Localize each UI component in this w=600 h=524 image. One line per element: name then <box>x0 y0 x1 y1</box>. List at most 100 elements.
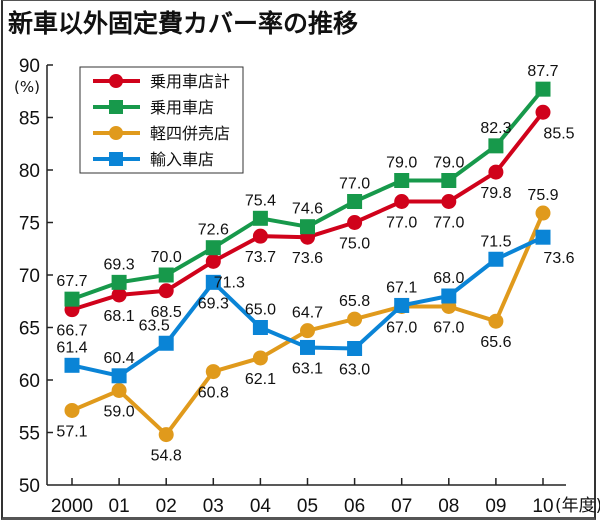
data-label: 65.0 <box>245 302 276 319</box>
data-label: 66.7 <box>56 323 87 340</box>
data-point <box>535 81 551 97</box>
data-point <box>347 311 363 327</box>
data-label: 69.3 <box>198 295 229 312</box>
data-label: 62.1 <box>245 371 276 388</box>
data-label: 68.1 <box>104 308 135 325</box>
data-label: 70.0 <box>151 249 182 266</box>
legend-label: 輸入車店 <box>150 150 214 169</box>
data-label: 64.7 <box>292 305 323 322</box>
data-point <box>158 283 174 299</box>
data-label: 77.0 <box>433 215 464 232</box>
data-label: 68.5 <box>151 304 182 321</box>
data-point <box>205 274 221 290</box>
series-3 <box>64 205 551 443</box>
data-point <box>64 402 80 418</box>
data-point <box>441 288 457 304</box>
y-tick-label: 50 <box>19 476 40 497</box>
data-point <box>252 210 268 226</box>
y-tick-label: 70 <box>19 266 40 287</box>
data-point <box>300 323 315 339</box>
data-point <box>252 320 268 335</box>
data-point <box>111 287 127 303</box>
data-label: 65.8 <box>339 293 370 310</box>
data-label: 73.6 <box>543 250 574 267</box>
y-tick-label: 55 <box>19 424 40 445</box>
legend-label: 乗用車店計 <box>150 72 230 91</box>
legend-marker-square <box>109 100 123 114</box>
x-tick-label: 09 <box>485 496 506 517</box>
y-tick-label: 85 <box>19 109 40 130</box>
data-point <box>394 173 410 188</box>
data-label: 63.1 <box>292 360 323 377</box>
data-label: 75.4 <box>245 192 276 209</box>
data-label: 77.0 <box>339 176 370 193</box>
data-label: 68.0 <box>433 270 464 287</box>
data-point <box>535 205 551 221</box>
data-label: 57.1 <box>56 423 87 440</box>
data-label: 63.5 <box>139 317 170 334</box>
legend-label: 軽四併売店 <box>150 124 230 143</box>
series-2 <box>64 81 551 307</box>
data-point <box>535 229 551 245</box>
data-point <box>111 274 127 290</box>
data-label: 65.6 <box>480 334 511 351</box>
data-point <box>158 427 174 443</box>
data-label: 60.4 <box>104 350 135 367</box>
data-point <box>205 364 221 380</box>
legend-box <box>79 66 244 174</box>
data-label: 77.0 <box>386 215 417 232</box>
chart-title: 新車以外固定費カバー率の推移 <box>8 9 359 38</box>
data-label: 79.0 <box>433 155 464 172</box>
data-label: 59.0 <box>104 404 135 421</box>
x-tick-label: 2000 <box>51 496 93 517</box>
legend-marker-circle <box>109 74 123 88</box>
legend-item: 輸入車店 <box>93 150 214 169</box>
x-tick-label: 10 <box>532 496 553 517</box>
data-point <box>394 297 410 313</box>
axes: 50 55 60 65 70 75 80 85 90(%) 2000 01 02 03 04 05 06 07 0… <box>14 56 600 517</box>
data-labels: 66.7 68.1 68.5 71.373.7 73.6 75.0 77.0 77.0 79.8… <box>56 63 574 464</box>
data-point <box>64 357 80 373</box>
data-label: 67.7 <box>56 273 87 290</box>
data-point <box>441 194 457 209</box>
data-point <box>111 383 127 398</box>
data-label: 73.6 <box>292 250 323 267</box>
data-point <box>347 341 363 356</box>
data-label: 69.3 <box>104 256 135 273</box>
series-layer <box>64 81 551 443</box>
data-label: 85.5 <box>543 125 574 142</box>
legend-item: 軽四併売店 <box>93 124 230 143</box>
legend-marker-square <box>109 152 123 166</box>
data-label: 67.0 <box>433 320 464 337</box>
data-point <box>205 240 221 256</box>
x-tick-label: 01 <box>109 496 130 517</box>
data-point <box>252 228 268 244</box>
data-label: 67.1 <box>386 279 417 296</box>
data-label: 71.5 <box>480 233 511 250</box>
data-point <box>347 215 363 230</box>
data-point <box>488 313 504 329</box>
data-point <box>488 164 504 180</box>
y-tick-label: 80 <box>19 161 40 182</box>
data-point <box>252 350 268 366</box>
data-point <box>535 104 551 120</box>
legend-item: 乗用車店 <box>93 98 214 117</box>
x-tick-label: 05 <box>297 496 318 517</box>
data-point <box>441 173 457 188</box>
x-tick-label: 08 <box>438 496 459 517</box>
y-tick-label: 65 <box>19 319 40 340</box>
y-axis-unit-label: (%) <box>14 78 40 96</box>
data-label: 73.7 <box>245 249 276 266</box>
data-point <box>205 253 221 269</box>
data-label: 87.7 <box>527 63 558 80</box>
x-tick-label: 03 <box>203 496 224 517</box>
x-tick-label: 07 <box>391 496 412 517</box>
data-point <box>488 251 504 267</box>
data-label: 75.9 <box>527 187 558 204</box>
data-point <box>300 339 315 355</box>
data-label: 61.4 <box>56 339 87 356</box>
data-point <box>300 219 315 235</box>
